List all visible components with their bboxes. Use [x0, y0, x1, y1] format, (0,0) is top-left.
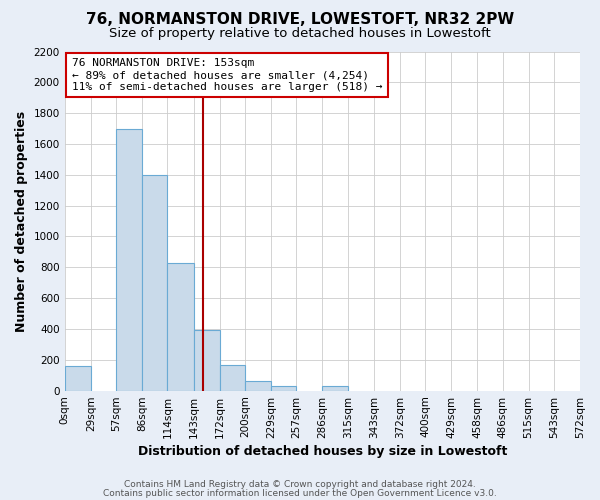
Text: Contains public sector information licensed under the Open Government Licence v3: Contains public sector information licen… — [103, 488, 497, 498]
Bar — [322, 386, 349, 390]
X-axis label: Distribution of detached houses by size in Lowestoft: Distribution of detached houses by size … — [137, 444, 507, 458]
Bar — [220, 365, 245, 390]
Text: 76, NORMANSTON DRIVE, LOWESTOFT, NR32 2PW: 76, NORMANSTON DRIVE, LOWESTOFT, NR32 2P… — [86, 12, 514, 28]
Text: 76 NORMANSTON DRIVE: 153sqm
← 89% of detached houses are smaller (4,254)
11% of : 76 NORMANSTON DRIVE: 153sqm ← 89% of det… — [71, 58, 382, 92]
Y-axis label: Number of detached properties: Number of detached properties — [15, 110, 28, 332]
Bar — [271, 386, 296, 390]
Bar — [65, 366, 91, 390]
Text: Size of property relative to detached houses in Lowestoft: Size of property relative to detached ho… — [109, 28, 491, 40]
Bar — [167, 262, 193, 390]
Bar — [142, 175, 167, 390]
Bar — [245, 380, 271, 390]
Text: Contains HM Land Registry data © Crown copyright and database right 2024.: Contains HM Land Registry data © Crown c… — [124, 480, 476, 489]
Bar — [193, 330, 220, 390]
Bar — [116, 128, 142, 390]
